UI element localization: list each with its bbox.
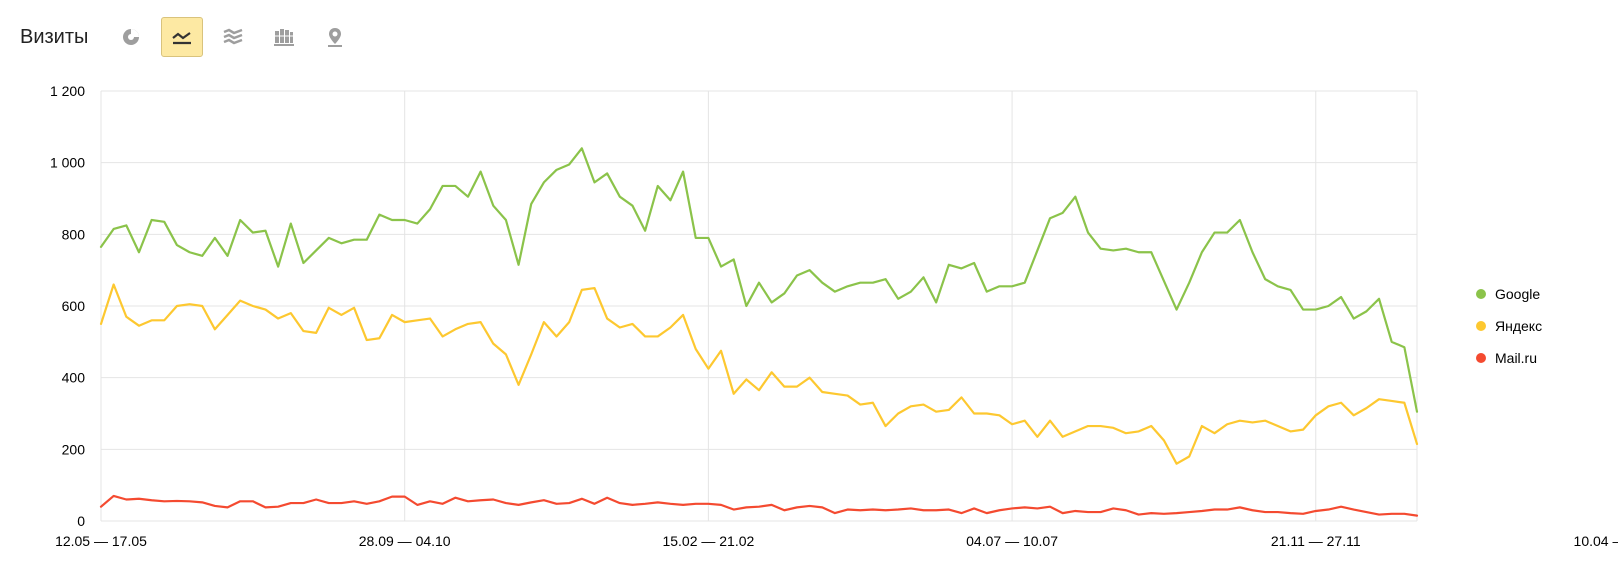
series-line-2 <box>99 494 1419 517</box>
x-tick-label: 04.07 — 10.07 <box>966 533 1058 549</box>
legend-label: Google <box>1495 286 1541 302</box>
x-tick-label: 12.05 — 17.05 <box>55 533 147 549</box>
x-tick-label: 15.02 — 21.02 <box>662 533 754 549</box>
stacked-bar-icon <box>274 29 295 46</box>
legend-label: Mail.ru <box>1495 350 1538 366</box>
legend-dot-google <box>1476 289 1486 299</box>
stacked-area-icon <box>223 28 243 45</box>
legend-item-mailru[interactable]: Mail.ru <box>1476 342 1542 374</box>
y-tick-label: 1 200 <box>50 83 85 99</box>
y-tick-label: 0 <box>77 513 85 529</box>
y-tick-label: 600 <box>62 298 86 314</box>
series-line-0 <box>99 147 1419 413</box>
stacked-bar-view-button[interactable] <box>263 17 305 57</box>
chart-legend: Google Яндекс Mail.ru <box>1476 278 1542 374</box>
map-view-button[interactable] <box>314 17 356 57</box>
legend-label: Яндекс <box>1495 318 1543 334</box>
chart-toolbar: Визиты <box>20 16 365 58</box>
legend-dot-yandex <box>1476 321 1486 331</box>
legend-item-google[interactable]: Google <box>1476 278 1542 310</box>
line-chart-view-button[interactable] <box>161 17 204 57</box>
legend-item-yandex[interactable]: Яндекс <box>1476 310 1542 342</box>
y-tick-label: 1 000 <box>50 155 85 171</box>
stacked-area-view-button[interactable] <box>212 17 254 57</box>
x-tick-label: 21.11 — 27.11 <box>1271 533 1361 549</box>
map-pin-icon <box>328 28 343 47</box>
series-line-1 <box>99 283 1419 465</box>
x-tick-label: 28.09 — 04.10 <box>359 533 451 549</box>
y-tick-label: 200 <box>62 441 86 457</box>
x-tick-label: 10.04 — 16.04 <box>1574 533 1618 549</box>
line-chart-icon <box>172 32 192 45</box>
y-tick-label: 800 <box>62 226 86 242</box>
legend-dot-mailru <box>1476 353 1486 363</box>
chart-title: Визиты <box>20 25 89 48</box>
pie-chart-view-button[interactable] <box>110 17 152 57</box>
y-tick-label: 400 <box>62 370 86 386</box>
pie-chart-icon <box>123 29 140 45</box>
